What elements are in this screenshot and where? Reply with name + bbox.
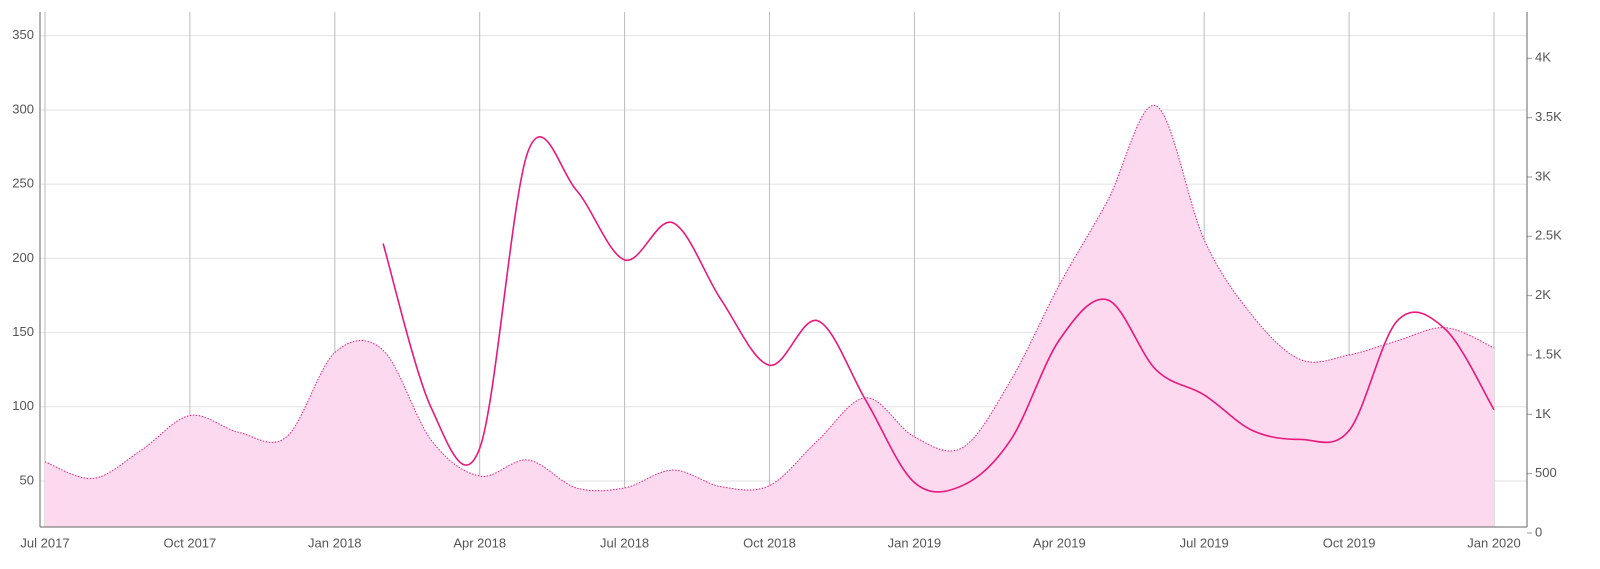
x-tick-label: Jul 2017 [20, 535, 69, 550]
y2-tick-label: 3K [1535, 168, 1551, 183]
x-tick-label: Jul 2019 [1180, 535, 1229, 550]
x-tick-label: Apr 2018 [453, 535, 506, 550]
area-fill [45, 105, 1494, 527]
y2-tick-label: 1.5K [1535, 346, 1562, 361]
y-tick-label: 300 [12, 101, 34, 116]
y-tick-label: 150 [12, 324, 34, 339]
x-tick-label: Apr 2019 [1033, 535, 1086, 550]
x-tick-label: Oct 2019 [1323, 535, 1376, 550]
x-tick-label: Jan 2020 [1467, 535, 1521, 550]
x-tick-label: Oct 2018 [743, 535, 796, 550]
x-tick-label: Jan 2018 [308, 535, 362, 550]
y2-tick-label: 1K [1535, 406, 1551, 421]
line [382, 136, 1495, 493]
x-tick-label: Oct 2017 [164, 535, 217, 550]
y2-tick-label: 2.5K [1535, 228, 1562, 243]
y-tick-label: 250 [12, 176, 34, 191]
x-tick-label: Jan 2019 [888, 535, 942, 550]
y-tick-label: 50 [20, 472, 34, 487]
y-tick-label: 350 [12, 27, 34, 42]
y2-tick-label: 2K [1535, 287, 1551, 302]
y2-tick-label: 4K [1535, 50, 1551, 65]
y2-tick-label: 3.5K [1535, 109, 1562, 124]
x-tick-label: Jul 2018 [600, 535, 649, 550]
y2-tick-label: 500 [1535, 465, 1557, 480]
y-tick-label: 100 [12, 398, 34, 413]
area-line [44, 105, 1495, 492]
y-tick-label: 200 [12, 250, 34, 265]
y2-tick-label: 0 [1535, 524, 1542, 539]
